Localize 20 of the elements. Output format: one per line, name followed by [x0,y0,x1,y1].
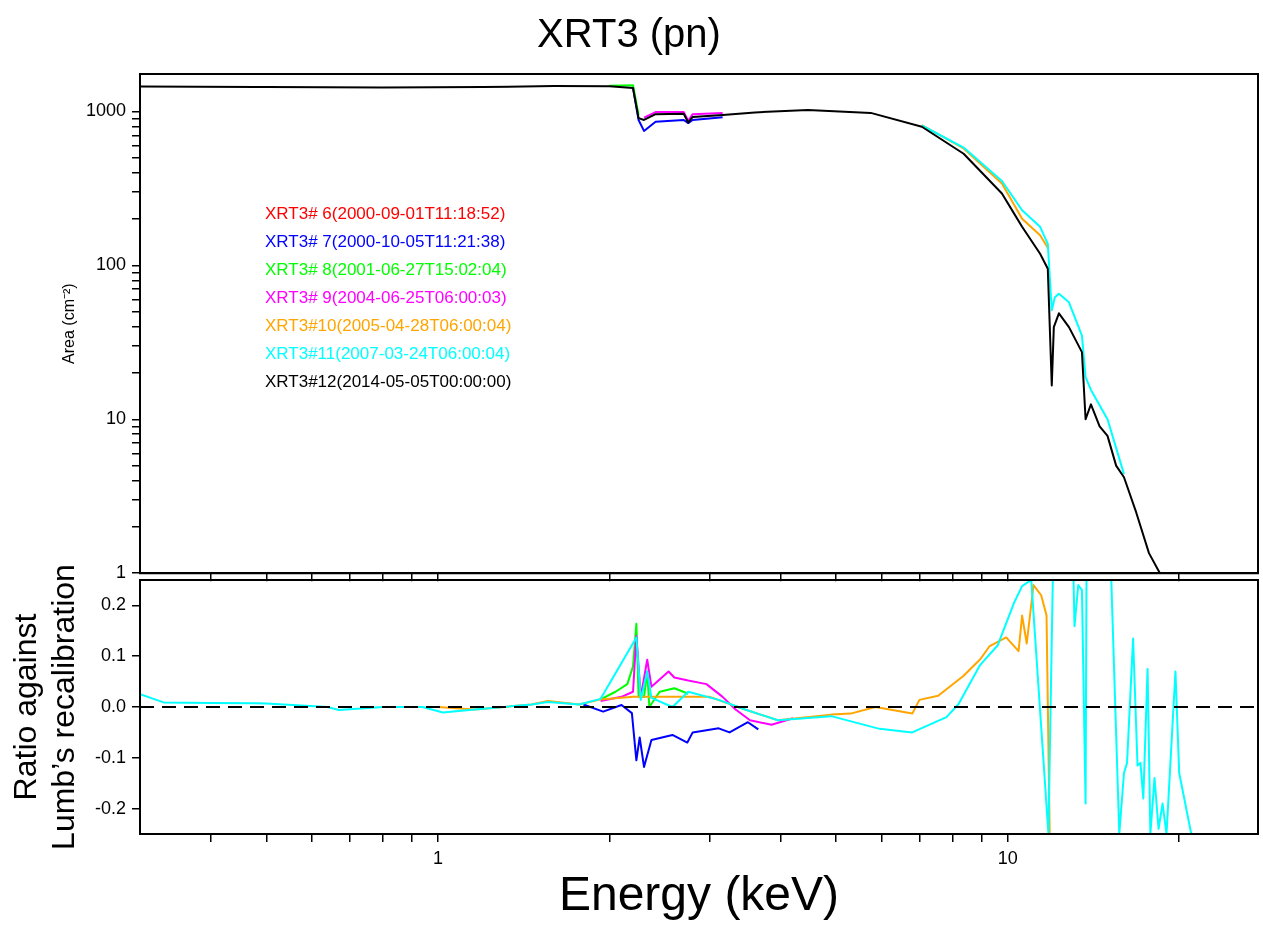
y-tick-label: 1000 [85,100,126,121]
y-tick-label: 100 [95,254,126,275]
chart-title: XRT3 (pn) [537,11,721,56]
legend-label: XRT3# 6(2000-09-01T11:18:52) [265,203,506,223]
text: XRT3#11(2007-03-24T06:00:04) [265,343,511,363]
x-axis-title: Energy (keV) [558,867,840,921]
text: XRT3#10(2005-04-28T06:00:04) [265,315,512,335]
text: XRT3#12(2014-05-05T00:00:00) [265,371,512,391]
y-axis-title: Ratio against Lumb’s recalibration [7,564,82,850]
y-tick-label: 0.2 [100,594,126,615]
y-tick-label: -0.1 [94,746,126,767]
y-axis-title: Area (cm⁻²) [60,283,78,364]
y-tick-label: 0.1 [100,645,126,666]
text: XRT3# 9(2004-06-25T06:00:03) [265,287,507,307]
y-tick-label: 1 [115,562,126,583]
text: XRT3# 8(2001-06-27T15:02:04) [265,259,507,279]
y-tick-label: 0.0 [100,695,126,716]
y-tick-label: -0.2 [94,797,126,818]
y-tick-label: 10 [105,408,126,429]
text: XRT3# 7(2000-10-05T11:21:38) [265,231,506,251]
